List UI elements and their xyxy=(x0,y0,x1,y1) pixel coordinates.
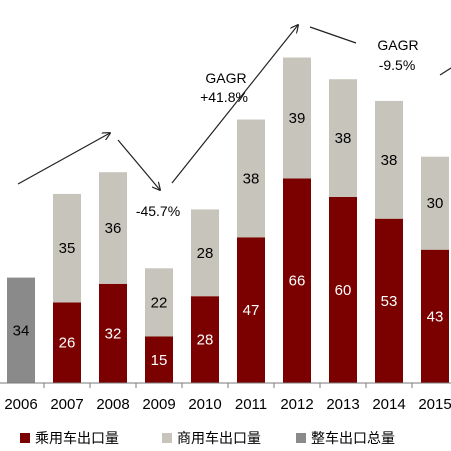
legend-label-0: 乘用车出口量 xyxy=(35,430,119,446)
bar-2009-series-1 xyxy=(145,268,173,337)
legend-label-2: 整车出口总量 xyxy=(311,430,395,446)
trend-arrow-1 xyxy=(117,139,160,190)
legend-label-1: 商用车出口量 xyxy=(177,430,261,446)
data-label-2009-series-1: 22 xyxy=(151,294,168,311)
bar-2014-series-1 xyxy=(375,100,403,219)
data-label-2008-series-1: 36 xyxy=(105,220,122,237)
bar-2011-series-0 xyxy=(237,237,265,383)
trend-arrow-3 xyxy=(309,26,357,44)
bar-2007-series-1 xyxy=(53,193,81,303)
bar-2012-series-0 xyxy=(283,178,311,383)
data-label-2015-series-0: 43 xyxy=(427,308,444,325)
trend-arrow-0 xyxy=(17,133,110,185)
data-label-2012-series-0: 66 xyxy=(289,273,306,290)
data-label-2011-series-1: 38 xyxy=(243,170,260,187)
annotation-2: +41.8% xyxy=(200,89,248,105)
data-label-2012-series-1: 39 xyxy=(289,110,306,127)
bar-2008-series-0 xyxy=(99,283,127,383)
bar-2015-series-0 xyxy=(421,249,449,383)
bar-2010-series-0 xyxy=(191,296,219,383)
data-label-2015-series-1: 30 xyxy=(427,195,444,212)
data-label-2014-series-0: 53 xyxy=(381,293,398,310)
x-tick-label-2008: 2008 xyxy=(96,396,129,413)
annotation-0: -45.7% xyxy=(136,203,180,219)
data-label-2010-series-1: 28 xyxy=(197,245,214,262)
data-label-2014-series-1: 38 xyxy=(381,152,398,169)
legend-swatch-2 xyxy=(296,433,306,443)
bar-2006-series-2 xyxy=(7,277,35,383)
bar-2015-series-1 xyxy=(421,156,449,250)
bar-2008-series-1 xyxy=(99,172,127,284)
bar-2009-series-0 xyxy=(145,336,173,383)
data-label-2007-series-0: 26 xyxy=(59,335,76,352)
trend-arrows xyxy=(17,25,451,190)
bar-2010-series-1 xyxy=(191,209,219,297)
data-label-2011-series-0: 47 xyxy=(243,302,260,319)
bar-2014-series-0 xyxy=(375,218,403,383)
data-label-2013-series-0: 60 xyxy=(335,282,352,299)
x-tick-label-2010: 2010 xyxy=(188,396,221,413)
data-label-2013-series-1: 38 xyxy=(335,130,352,147)
legend-swatch-0 xyxy=(20,433,30,443)
bars: 34 26 35 32 36 15 22 28 28 47 38 66 39 60 38 53 38 43 30 xyxy=(7,57,449,383)
data-label-2008-series-0: 32 xyxy=(105,325,122,342)
bar-2011-series-1 xyxy=(237,119,265,238)
x-axis: 2006 2007 2008 2009 2010 2011 2012 2013 2014 2015 xyxy=(0,382,451,413)
bar-2013-series-1 xyxy=(329,79,357,197)
x-tick-label-2012: 2012 xyxy=(280,396,313,413)
data-label-2010-series-0: 28 xyxy=(197,332,214,349)
legend-swatch-1 xyxy=(162,433,172,443)
data-label-2009-series-0: 15 xyxy=(151,352,168,369)
legend: 乘用车出口量 商用车出口量 整车出口总量 xyxy=(20,430,395,446)
x-tick-label-2011: 2011 xyxy=(235,396,267,413)
annotations: -45.7% GAGR +41.8% GAGR -9.5% xyxy=(136,37,419,219)
annotation-4: -9.5% xyxy=(379,57,416,73)
bar-2012-series-1 xyxy=(283,57,311,179)
x-tick-label-2015: 2015 xyxy=(418,396,451,413)
x-tick-label-2006: 2006 xyxy=(4,396,37,413)
annotation-1: GAGR xyxy=(205,70,246,86)
x-tick-label-2014: 2014 xyxy=(372,396,405,413)
bar-2013-series-0 xyxy=(329,197,357,383)
data-label-2006-series-2: 34 xyxy=(13,322,30,339)
x-tick-label-2013: 2013 xyxy=(326,396,359,413)
x-tick-label-2007: 2007 xyxy=(50,396,83,413)
x-tick-label-2009: 2009 xyxy=(142,396,175,413)
data-label-2007-series-1: 35 xyxy=(59,240,76,257)
annotation-3: GAGR xyxy=(377,37,418,53)
trend-arrow-4 xyxy=(439,67,451,76)
bar-2007-series-0 xyxy=(53,302,81,383)
trend-arrow-2 xyxy=(171,25,298,184)
